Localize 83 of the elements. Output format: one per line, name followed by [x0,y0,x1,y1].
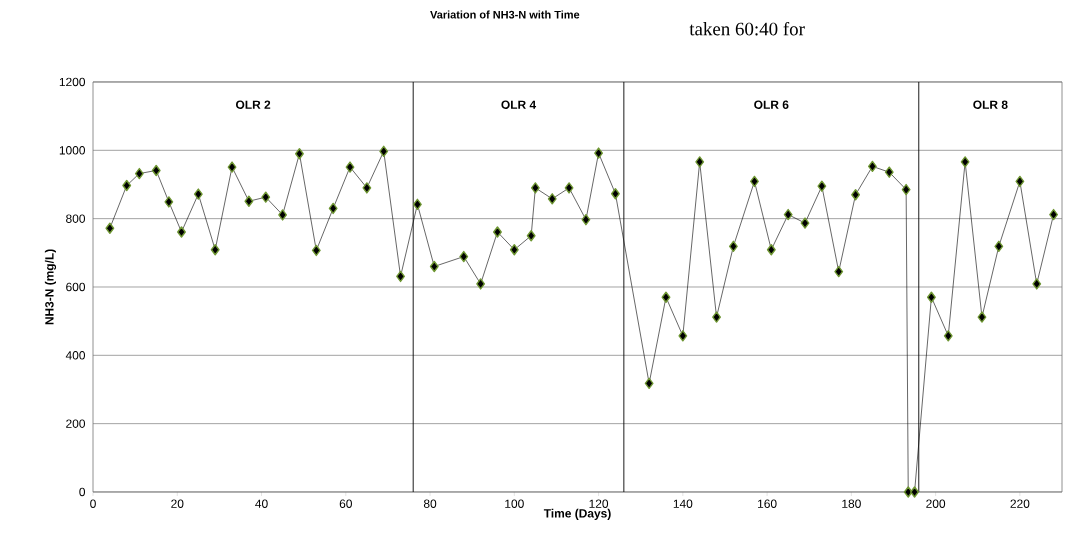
point [210,244,220,256]
point [530,182,540,194]
y-tick-label: 400 [65,351,86,360]
point [817,180,827,192]
point [851,189,861,201]
point [177,226,186,238]
point [712,311,721,323]
point [261,191,271,203]
point [960,156,970,168]
x-tick-label: 80 [423,499,437,508]
annotation: OLR 6 [754,100,789,109]
point [295,148,304,160]
point [884,166,894,178]
point [695,156,705,168]
annotation: OLR 2 [235,100,271,109]
point [977,311,987,323]
point [429,260,439,273]
point [379,145,389,158]
point [345,161,355,173]
annotation: OLR 8 [973,100,1008,109]
point [994,240,1004,253]
point [783,208,793,221]
point [766,244,776,256]
point [728,240,738,253]
point [594,147,604,159]
x-axis-title: Time (Days) [543,508,611,520]
point [459,250,469,263]
point [105,222,115,234]
point [476,278,486,290]
point [526,230,536,242]
point [910,486,920,498]
point [610,188,620,200]
point [1049,208,1059,221]
point [328,202,338,215]
point [547,193,557,205]
point [926,291,936,303]
point [800,217,810,229]
point [362,182,372,194]
point [493,226,502,238]
y-tick-label: 600 [66,282,86,292]
point [122,179,132,192]
point [412,198,422,210]
point [193,188,203,200]
point [661,291,671,303]
point [678,330,688,342]
x-tick-label: 140 [673,499,693,508]
point [151,164,161,177]
point [1032,278,1042,290]
x-tick-label: 20 [171,499,184,508]
point [278,209,288,221]
y-axis-title: NH3-N (mg/L) [44,249,57,325]
x-tick-label: 40 [255,499,268,508]
point [509,244,519,256]
point [901,183,911,196]
x-tick-label: 220 [1010,499,1030,508]
point [834,265,844,278]
x-tick-label: 160 [758,499,777,508]
x-tick-label: 60 [339,499,352,508]
y-tick-label: 200 [66,419,86,428]
x-tick-label: 180 [842,499,861,508]
point [164,196,174,208]
point [581,213,591,226]
point [943,330,953,342]
x-tick-label: 200 [926,499,946,508]
point [396,270,406,283]
point [134,167,144,180]
point [1015,175,1025,188]
point [311,244,321,257]
y-tick-label: 0 [79,487,86,497]
y-tick-label: 1000 [59,146,86,155]
annotation: OLR 4 [501,100,537,109]
chart-title: Variation of NH3-N with Time [430,10,580,19]
text: taken 60:40 for [689,21,805,36]
point [227,161,237,173]
y-tick-label: 1200 [59,77,86,87]
x-tick-label: 0 [90,499,96,508]
point [644,377,654,390]
point [244,195,254,207]
y-tick-label: 800 [66,214,86,223]
point [564,182,574,194]
x-tick-label: 120 [589,499,609,508]
x-tick-label: 100 [505,499,524,508]
point [867,160,877,173]
